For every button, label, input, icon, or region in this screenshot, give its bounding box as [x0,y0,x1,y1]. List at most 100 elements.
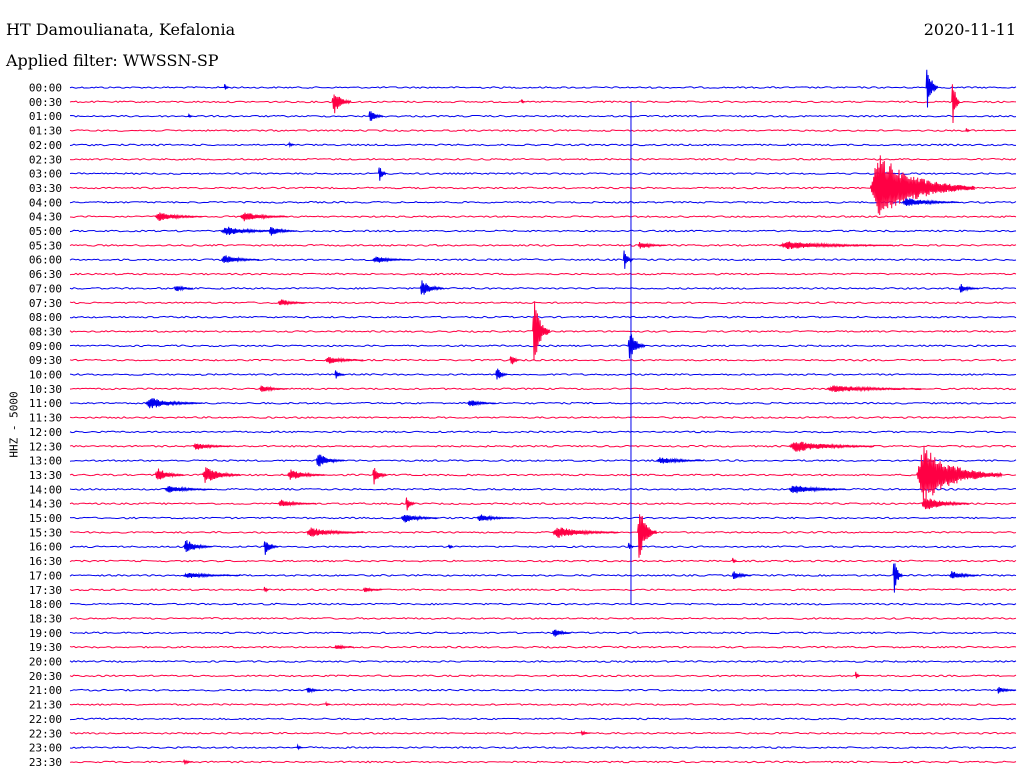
event-burst [145,398,203,409]
event-burst [552,629,572,637]
time-label: 01:30 [29,125,62,138]
time-label: 07:30 [29,297,62,310]
event-burst [921,498,970,510]
event-burst [173,285,194,292]
event-burst [509,356,520,365]
event-burst [183,540,213,553]
time-label: 08:30 [29,325,62,338]
event-burst [288,141,295,149]
trace-row [69,373,1017,376]
event-burst [731,571,752,579]
event-burst [324,700,331,707]
time-label: 20:30 [29,670,62,683]
time-label: 12:00 [29,426,62,439]
time-label: 08:00 [29,311,62,324]
time-label: 11:30 [29,412,62,425]
event-burst [334,643,354,650]
time-label: 23:30 [29,756,62,769]
event-burst [268,227,298,236]
event-burst [325,356,364,364]
time-label: 15:00 [29,512,62,525]
event-burst [201,467,241,483]
event-burst [552,527,619,538]
event-burst [419,280,445,295]
time-label: 18:30 [29,612,62,625]
event-burst [287,469,326,480]
trace-row [69,287,1017,290]
time-label: 14:00 [29,483,62,496]
event-burst [916,446,1003,501]
event-burst [183,572,241,579]
time-label: 06:30 [29,268,62,281]
event-burst [277,499,317,507]
event-burst [637,242,667,249]
event-burst [306,687,321,694]
time-label: 18:00 [29,598,62,611]
event-burst [362,587,383,593]
time-label: 21:00 [29,684,62,697]
event-burst [869,155,975,216]
trace-row [69,703,1017,706]
trace-row [69,674,1017,678]
event-burst [447,544,454,550]
trace-row [69,760,1017,764]
trace-row [69,559,1017,563]
trace-row [69,645,1017,649]
time-label: 05:30 [29,239,62,252]
event-burst [466,400,496,407]
trace-row [69,459,1017,462]
trace-row [69,487,1017,491]
trace-row [69,617,1017,620]
time-label: 06:00 [29,254,62,267]
event-burst [258,385,288,392]
event-burst [192,443,232,450]
time-label: 01:00 [29,110,62,123]
event-burst [951,84,960,124]
time-label: 04:30 [29,211,62,224]
event-burst [296,743,303,751]
event-burst [187,112,193,118]
time-label: 12:30 [29,440,62,453]
time-label: 03:30 [29,182,62,195]
event-burst [854,671,861,679]
trace-row [69,172,1017,175]
trace-row [69,258,1017,262]
time-label: 11:00 [29,397,62,410]
trace-row [69,215,1017,219]
trace-row [69,688,1017,692]
time-label: 09:00 [29,340,62,353]
trace-row [69,401,1017,405]
time-label: 05:00 [29,225,62,238]
trace-row [69,229,1017,233]
event-burst [788,485,846,494]
event-burst [405,497,416,511]
trace-row [69,731,1017,735]
event-burst [925,69,938,108]
trace-row [69,100,1017,104]
time-label: 15:30 [29,526,62,539]
event-burst [183,759,194,765]
trace-row [69,114,1017,118]
event-burst [334,370,345,379]
trace-row [69,516,1017,520]
trace-row [69,717,1017,721]
time-label: 04:00 [29,196,62,209]
time-label: 20:00 [29,656,62,669]
time-label: 17:00 [29,569,62,582]
event-burst [902,198,960,206]
event-burst [306,527,364,537]
time-label: 10:00 [29,369,62,382]
event-burst [476,514,515,522]
time-label: 02:30 [29,153,62,166]
time-label: 00:30 [29,96,62,109]
event-burst [400,514,440,523]
trace-row [69,545,1017,549]
event-burst [532,301,551,361]
event-burst [520,99,526,104]
station-title: HT Damoulianata, Kefalonia [6,20,236,39]
trace-row [69,574,1017,577]
event-burst [949,571,979,579]
time-label: 17:30 [29,584,62,597]
